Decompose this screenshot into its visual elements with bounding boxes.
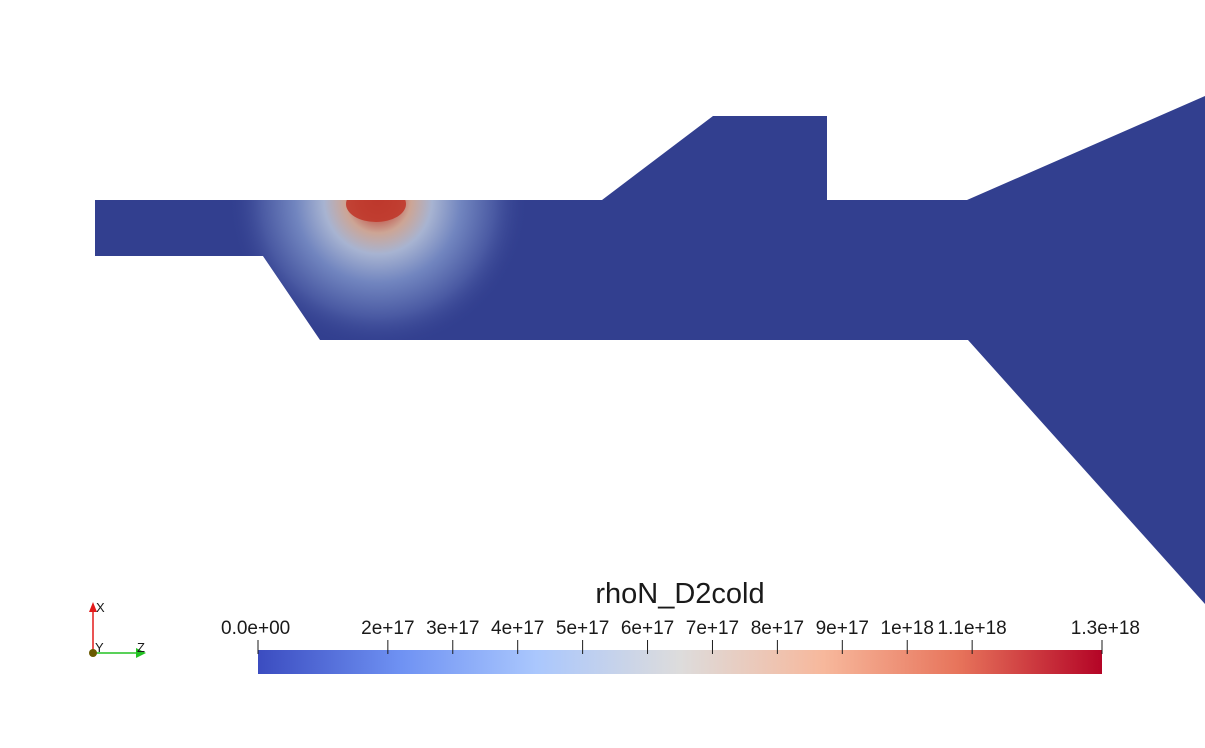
- colorbar-tick-label: 6e+17: [621, 618, 674, 639]
- domain-shape: [95, 96, 1205, 604]
- colorbar-tick-label: 7e+17: [686, 618, 739, 639]
- simulation-domain: [95, 96, 1205, 604]
- colorbar-tick-label: 0.0e+00: [221, 618, 290, 639]
- colorbar-tick-label: 1.1e+18: [938, 618, 1007, 639]
- colorbar-tick-label: 4e+17: [491, 618, 544, 639]
- colorbar-title: rhoN_D2cold: [595, 578, 764, 610]
- x-axis-label: X: [96, 600, 105, 615]
- orientation-axes: X Y Z: [89, 600, 146, 658]
- colorbar-tick-label: 9e+17: [816, 618, 869, 639]
- colorbar-tick-label: 5e+17: [556, 618, 609, 639]
- z-axis-arrow: [136, 648, 146, 658]
- colorbar-tick-label: 1e+18: [881, 618, 934, 639]
- colorbar-tick-label: 3e+17: [426, 618, 479, 639]
- colorbar-tick-label: 8e+17: [751, 618, 804, 639]
- colorbar-tick-label: 2e+17: [361, 618, 414, 639]
- x-axis-arrow: [89, 602, 97, 612]
- density-hotspot-core: [346, 186, 406, 222]
- colorbar-gradient: [258, 650, 1102, 674]
- colorbar-legend: rhoN_D2cold 0.0e+00 2e+17 3e+17 4e+17 5e+17 6…: [221, 578, 1140, 674]
- y-axis-label: Y: [95, 640, 104, 655]
- colorbar-ticks: 0.0e+00 2e+17 3e+17 4e+17 5e+17 6e+17 7e+17 8e+…: [221, 618, 1140, 654]
- y-axis-dot: [89, 649, 97, 657]
- colorbar-tick-label: 1.3e+18: [1071, 618, 1140, 639]
- z-axis-label: Z: [137, 640, 145, 655]
